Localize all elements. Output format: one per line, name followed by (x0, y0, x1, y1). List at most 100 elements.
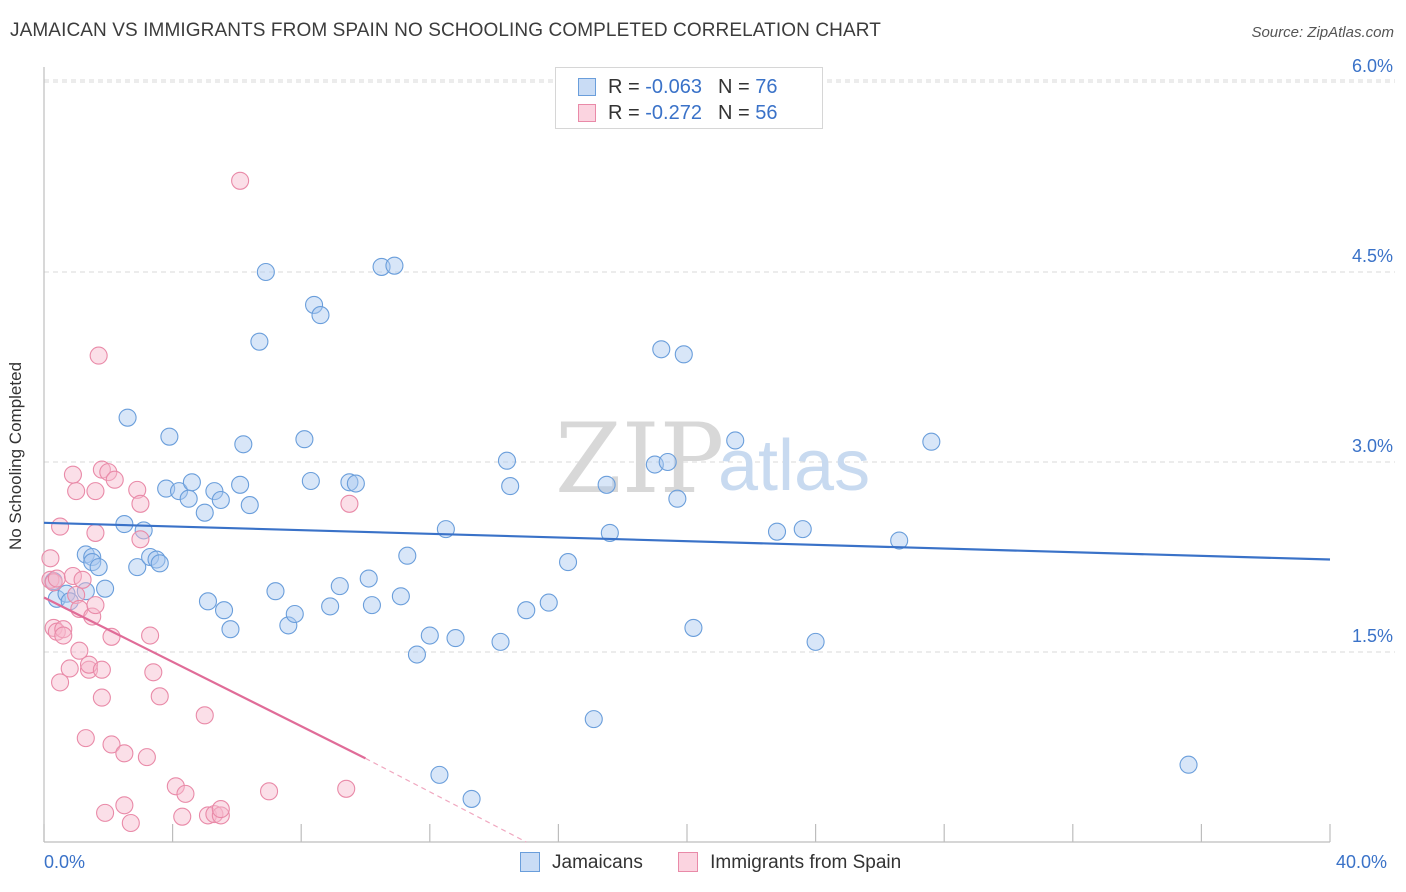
jamaican-point (179, 489, 198, 508)
jamaican-point (169, 482, 189, 501)
jamaican-point (234, 435, 253, 454)
legend-item-jamaicans[interactable]: Jamaicans (520, 852, 643, 874)
spain-point (86, 482, 105, 501)
spain-point (141, 626, 160, 645)
spain-point (47, 569, 66, 588)
legend-r-value: -0.063 (645, 76, 702, 98)
legend-label-jamaicans: Jamaicans (552, 852, 643, 873)
jamaican-point (89, 558, 108, 577)
jamaican-point (321, 597, 340, 616)
jamaican-point (674, 345, 693, 364)
jamaican-point (501, 477, 520, 496)
jamaican-point (726, 431, 745, 450)
spain-point (99, 463, 118, 482)
spain-point (41, 549, 60, 568)
jamaican-point (150, 554, 169, 573)
jamaican-point (407, 645, 426, 664)
spain-point (231, 171, 250, 190)
watermark: ZIP atlas (555, 403, 870, 515)
jamaican-point (214, 601, 234, 620)
jamaican-point (182, 473, 201, 492)
spain-point (128, 480, 147, 499)
jamaican-point (76, 582, 95, 601)
spain-point (211, 806, 230, 825)
jamaican-point (385, 256, 404, 275)
gridlines (44, 79, 1395, 653)
spain-point (144, 663, 163, 682)
jamaican-trend-line (43, 521, 1331, 561)
jamaican-point (420, 626, 439, 645)
spain-point (92, 660, 111, 679)
jamaican-point (668, 489, 687, 508)
spain-point (176, 784, 195, 803)
spain-point (96, 803, 115, 822)
spain-point (51, 517, 70, 536)
jamaican-point (285, 604, 304, 624)
jamaican-point (372, 257, 391, 276)
jamaican-point (398, 546, 417, 565)
spain-point (63, 566, 82, 586)
jamaican-point (652, 340, 671, 359)
jamaican-point (658, 452, 677, 472)
legend-swatch-jamaicans (520, 852, 540, 872)
jamaican-point (793, 520, 812, 539)
y-tick-label: 3.0% (1352, 436, 1393, 456)
axes (43, 67, 1331, 843)
jamaican-point (198, 592, 218, 611)
spain-point (54, 620, 73, 639)
jamaican-point (539, 593, 558, 612)
trend-lines (43, 521, 1331, 843)
jamaican-point (1179, 755, 1198, 774)
spain-trend-line (43, 596, 366, 760)
spain-point (102, 735, 121, 754)
spain-point (340, 494, 359, 513)
y-tick-label: 4.5% (1352, 246, 1393, 266)
jamaican-point (221, 620, 240, 639)
jamaican-point (806, 632, 825, 651)
spain-point (150, 687, 169, 706)
spain-point (259, 782, 279, 801)
jamaican-point (597, 475, 616, 494)
jamaican-point (240, 496, 259, 515)
spain-point (51, 673, 70, 692)
legend-r-value: -0.272 (645, 102, 702, 124)
spain-point (63, 465, 82, 484)
jamaican-point (359, 569, 378, 588)
jamaican-point (767, 522, 787, 541)
jamaican-point (279, 616, 298, 635)
spain-point (41, 570, 60, 589)
legend-n-label: N = (717, 76, 750, 98)
watermark-zip: ZIP (555, 403, 724, 515)
spain-point (131, 530, 150, 549)
legend-item-spain[interactable]: Immigrants from Spain (678, 852, 901, 874)
jamaican-point (446, 629, 465, 648)
legend-swatch-spain (678, 852, 699, 872)
jamaican-point (256, 262, 275, 282)
spain-point (166, 777, 185, 796)
spain-point (173, 807, 192, 826)
jamaican-point (346, 474, 365, 493)
jamaican-point (83, 547, 102, 567)
jamaican-point (497, 451, 517, 470)
jamaican-point (250, 332, 269, 351)
y-axis-label: No Schooling Completed (6, 361, 25, 551)
jamaican-point (96, 579, 115, 598)
chart-title: JAMAICAN VS IMMIGRANTS FROM SPAIN NO SCH… (10, 20, 881, 41)
legend-r-label: R = (608, 102, 640, 124)
jamaican-point (462, 789, 481, 808)
jamaican-point (128, 558, 147, 577)
series-legend: Jamaicans Immigrants from Spain (520, 852, 931, 874)
jamaican-point (558, 553, 578, 572)
legend-swatch-jamaicans (578, 78, 596, 96)
jamaican-point (301, 471, 320, 491)
jamaican-point (205, 482, 224, 501)
legend-label-spain: Immigrants from Spain (710, 852, 902, 873)
spain-point (92, 688, 111, 707)
legend-n-value: 76 (755, 76, 778, 98)
legend-row-jamaicans: R = -0.063 N = 76 (578, 76, 777, 102)
spain-point (115, 744, 134, 763)
spain-point (67, 585, 86, 605)
jamaican-point (362, 596, 381, 615)
spain-trend-extension (365, 757, 527, 843)
